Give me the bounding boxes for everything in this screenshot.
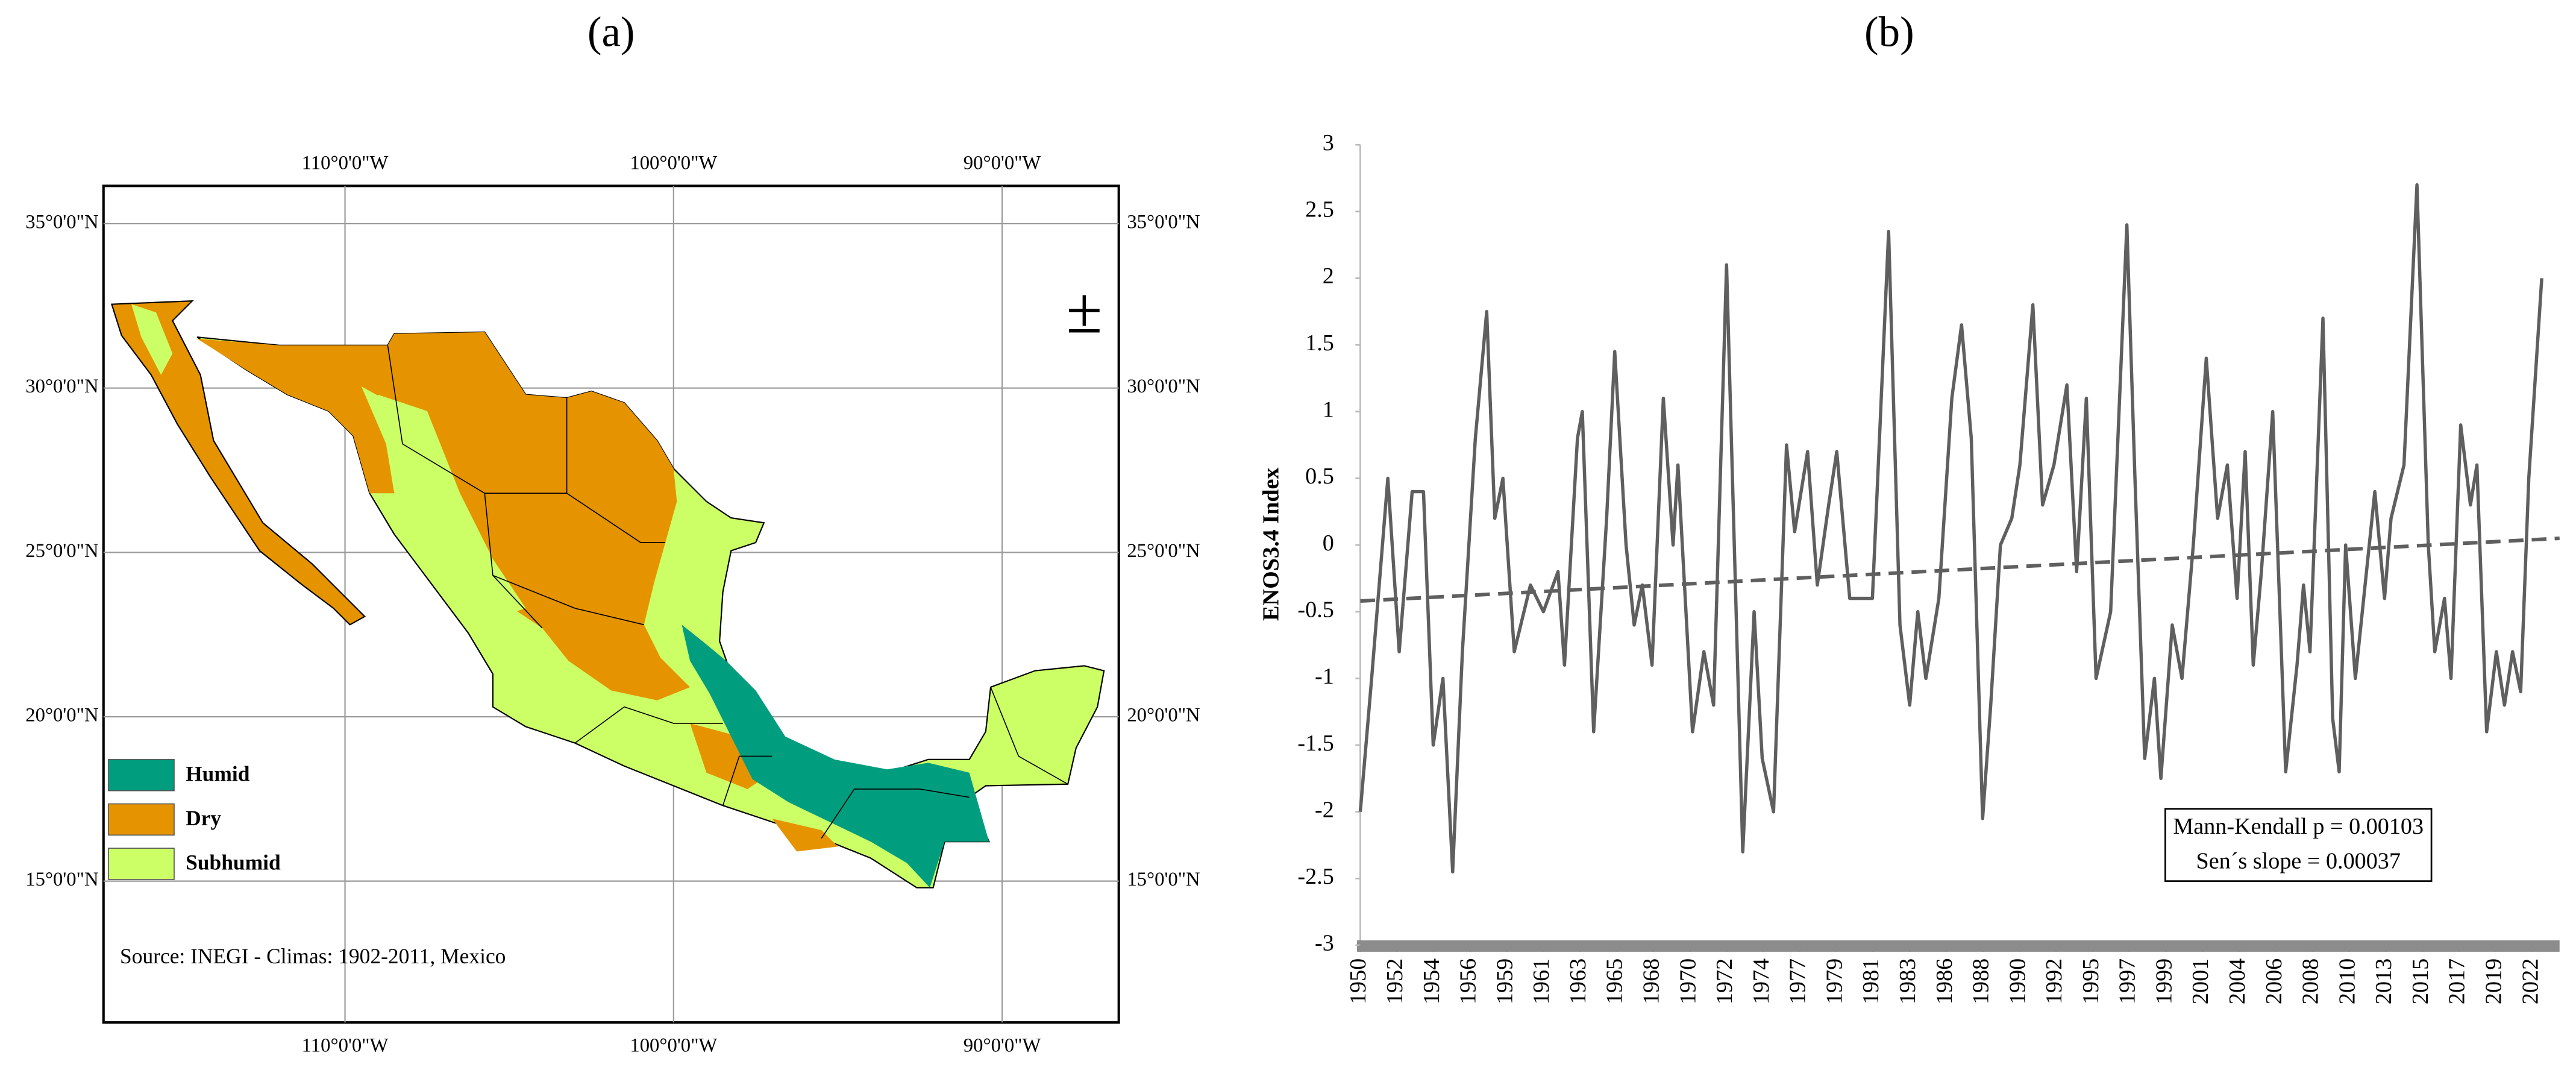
annotation: Sen´s slope = 0.00037: [2196, 848, 2400, 873]
x-tick-label: 1997: [2115, 958, 2140, 1004]
lat-label: 15°0'0"N: [25, 869, 98, 890]
x-tick-label: 2019: [2481, 958, 2507, 1004]
x-tick-label: 1983: [1895, 958, 1920, 1004]
legend-label: Subhumid: [186, 851, 281, 875]
legend-label: Dry: [186, 806, 221, 830]
map-panel: ± Source: INEGI - Climas: 1902-2011, Mex…: [25, 9, 1200, 1057]
region-subhumid: [131, 304, 173, 375]
y-axis-label: ENOS3.4 Index: [1259, 467, 1284, 620]
region-humid: [682, 625, 989, 888]
y-tick-label: 2.5: [1305, 197, 1334, 222]
lon-label: 90°0'0"W: [964, 152, 1041, 174]
map-source: Source: INEGI - Climas: 1902-2011, Mexic…: [120, 944, 506, 968]
y-tick-label: -0.5: [1297, 597, 1333, 622]
trend-line: [1360, 537, 2560, 603]
y-tick-label: 2: [1323, 263, 1334, 289]
x-tick-label: 1954: [1419, 958, 1444, 1004]
legend-swatch: [108, 759, 175, 792]
state-borders: [387, 345, 1068, 839]
x-tick-label: 1974: [1749, 958, 1774, 1004]
lat-label: 25°0'0"N: [25, 540, 98, 562]
x-tick-label: 1988: [1969, 958, 1994, 1004]
lon-label: 90°0'0"W: [964, 1035, 1041, 1057]
y-tick-label: 0.5: [1305, 464, 1334, 489]
x-tick-label: 1950: [1346, 958, 1371, 1004]
legend-swatch: [108, 803, 175, 836]
lon-label: 100°0'0"W: [630, 152, 717, 174]
region-subhumid: [378, 394, 526, 617]
line-panel: (b) ENOS3.4 Index -3 -2.5 -2 -1.5 -1 -0.5 0 0.5…: [1259, 9, 2560, 1004]
x-tick-label: 2008: [2298, 958, 2324, 1004]
lat-label: 15°0'0"N: [1127, 869, 1200, 890]
panel-title: (a): [588, 9, 635, 56]
lat-label: 35°0'0"N: [1127, 212, 1200, 233]
lat-label: 20°0'0"N: [25, 704, 98, 726]
x-tick-label: 1972: [1712, 958, 1737, 1004]
x-tick-label: 1986: [1932, 958, 1957, 1004]
x-tick-label: 1963: [1565, 958, 1591, 1004]
x-axis: [1357, 940, 2560, 952]
x-tick-label: 1977: [1785, 958, 1811, 1004]
x-tick-label: 1965: [1602, 958, 1628, 1004]
x-tick-label: 2010: [2334, 958, 2360, 1004]
x-tick-label: 1952: [1382, 958, 1408, 1004]
region-dry: [110, 300, 366, 626]
x-tick-label: 1999: [2151, 958, 2176, 1004]
north-arrow: ±: [1066, 274, 1102, 347]
y-tick-label: 0: [1323, 530, 1334, 556]
y-tick-label: 1.5: [1305, 330, 1334, 356]
x-tick-label: 1995: [2078, 958, 2104, 1004]
x-tick-label: 1981: [1858, 958, 1884, 1004]
x-tick-label: 2004: [2225, 958, 2250, 1004]
annotation-box: [2164, 808, 2433, 882]
x-tick-label: 1956: [1456, 958, 1481, 1004]
x-tick-label: 2013: [2371, 958, 2396, 1004]
lon-label: 100°0'0"W: [630, 1035, 717, 1057]
x-tick-label: 1968: [1638, 958, 1664, 1004]
x-tick-label: 1990: [2005, 958, 2030, 1004]
lat-label: 35°0'0"N: [25, 212, 98, 233]
y-tick-label: 1: [1323, 397, 1334, 423]
legend-label: Humid: [186, 761, 250, 785]
lat-label: 30°0'0"N: [25, 376, 98, 397]
x-tick-label: 2017: [2445, 958, 2470, 1004]
x-tick-label: 1979: [1822, 958, 1847, 1004]
y-tick-label: 3: [1323, 130, 1334, 156]
lat-label: 20°0'0"N: [1127, 704, 1200, 726]
y-tick-label: -1: [1315, 664, 1334, 689]
x-tick-label: 2001: [2188, 958, 2213, 1004]
y-tick-label: -2.5: [1297, 864, 1333, 889]
y-tick-label: -2: [1315, 797, 1334, 822]
x-tick-label: 1959: [1492, 958, 1517, 1004]
x-tick-label: 1970: [1675, 958, 1700, 1004]
panel-title: (b): [1864, 9, 1914, 56]
y-tick-label: -3: [1315, 931, 1334, 956]
region-dry: [772, 819, 838, 852]
data-line: [1358, 183, 2543, 873]
x-tick-label: 2015: [2408, 958, 2433, 1004]
y-tick-label: -1.5: [1297, 731, 1333, 756]
legend-swatch: [108, 848, 175, 880]
x-tick-label: 2006: [2261, 958, 2287, 1004]
annotation: Mann-Kendall p = 0.00103: [2173, 814, 2424, 839]
lon-label: 110°0'0"W: [302, 1035, 389, 1057]
x-tick-label: 2022: [2518, 958, 2543, 1004]
lat-label: 25°0'0"N: [1127, 540, 1200, 562]
lat-label: 30°0'0"N: [1127, 376, 1200, 397]
lon-label: 110°0'0"W: [302, 152, 389, 174]
x-tick-label: 1992: [2042, 958, 2067, 1004]
x-tick-label: 1961: [1529, 958, 1554, 1004]
